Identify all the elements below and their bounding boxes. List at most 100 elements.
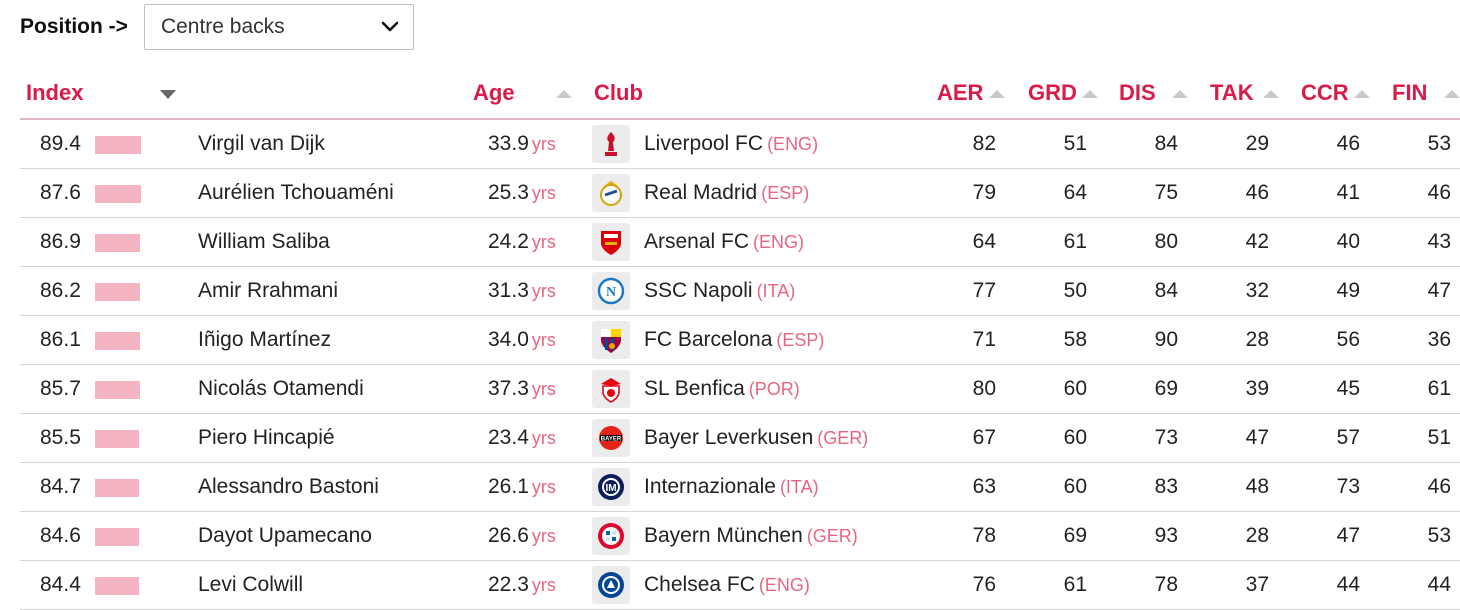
stat-tak: 32 bbox=[1245, 279, 1269, 302]
player-age: 25.3 yrs bbox=[488, 169, 556, 217]
position-filter-label: Position -> bbox=[20, 15, 128, 38]
club-name[interactable]: Liverpool FC (ENG) bbox=[644, 120, 818, 168]
stat-aer: 64 bbox=[972, 230, 996, 253]
index-bar-fill bbox=[95, 234, 141, 252]
club-label: Arsenal FC bbox=[644, 230, 750, 253]
table-row[interactable]: 84.7 Alessandro Bastoni 26.1 yrs IM Internazi… bbox=[20, 463, 1460, 512]
stat-aer: 77 bbox=[972, 279, 996, 302]
svg-text:N: N bbox=[606, 285, 616, 300]
column-header-aer-label: AER bbox=[937, 80, 984, 105]
player-name[interactable]: William Saliba bbox=[198, 230, 330, 253]
column-header-grd-label: GRD bbox=[1028, 80, 1077, 105]
column-header-tak[interactable]: TAK bbox=[1210, 80, 1254, 106]
table-row[interactable]: 85.7 Nicolás Otamendi 37.3 yrs SL Benfica (PO… bbox=[20, 365, 1460, 414]
club-label: Liverpool FC bbox=[644, 132, 764, 155]
player-age: 26.6 yrs bbox=[488, 512, 556, 560]
table-row[interactable]: 84.6 Dayot Upamecano 26.6 yrs Bayern München… bbox=[20, 512, 1460, 561]
club-label: Real Madrid bbox=[644, 181, 758, 204]
column-header-ccr[interactable]: CCR bbox=[1301, 80, 1349, 106]
sort-asc-icon[interactable] bbox=[1263, 90, 1279, 98]
index-bar-fill bbox=[95, 283, 140, 301]
sort-asc-icon[interactable] bbox=[1354, 90, 1370, 98]
column-header-age-label: Age bbox=[473, 80, 515, 105]
club-name[interactable]: FC Barcelona (ESP) bbox=[644, 316, 824, 364]
stat-dis: 80 bbox=[1154, 230, 1178, 253]
player-name[interactable]: Levi Colwill bbox=[198, 573, 304, 596]
club-label: Bayer Leverkusen bbox=[644, 426, 814, 449]
table-row[interactable]: 86.1 Iñigo Martínez 34.0 yrs FC Barcelona (ES… bbox=[20, 316, 1460, 365]
player-name[interactable]: Dayot Upamecano bbox=[198, 524, 372, 547]
column-header-index[interactable]: Index bbox=[26, 80, 83, 106]
index-bar bbox=[95, 577, 147, 595]
club-name[interactable]: Bayer Leverkusen (GER) bbox=[644, 414, 868, 462]
sort-asc-icon[interactable] bbox=[556, 90, 572, 98]
stat-aer: 67 bbox=[972, 426, 996, 449]
stat-dis: 73 bbox=[1154, 426, 1178, 449]
club-country: (ITA) bbox=[779, 476, 819, 497]
player-name[interactable]: Alessandro Bastoni bbox=[198, 475, 379, 498]
stat-ccr: 41 bbox=[1336, 181, 1360, 204]
position-filter: Position -> Centre backs bbox=[20, 2, 414, 52]
stat-tak: 28 bbox=[1245, 524, 1269, 547]
benfica-crest-icon bbox=[592, 370, 630, 408]
club-name[interactable]: Arsenal FC (ENG) bbox=[644, 218, 804, 266]
index-value: 85.7 bbox=[40, 377, 81, 400]
stat-grd: 60 bbox=[1063, 475, 1087, 498]
table-row[interactable]: 86.9 William Saliba 24.2 yrs Arsenal FC (ENG)… bbox=[20, 218, 1460, 267]
club-country: (GER) bbox=[806, 525, 858, 546]
column-header-age[interactable]: Age bbox=[473, 80, 515, 106]
sort-asc-icon[interactable] bbox=[1172, 90, 1188, 98]
position-select[interactable]: Centre backs bbox=[143, 4, 414, 50]
sort-asc-icon[interactable] bbox=[989, 90, 1005, 98]
table-row[interactable]: 89.4 Virgil van Dijk 33.9 yrs Liverpool FC (E… bbox=[20, 120, 1460, 169]
player-name[interactable]: Piero Hincapié bbox=[198, 426, 335, 449]
index-value: 86.2 bbox=[40, 279, 81, 302]
player-name[interactable]: Aurélien Tchouaméni bbox=[198, 181, 394, 204]
sort-asc-icon[interactable] bbox=[1444, 90, 1460, 98]
table-header: Index Age Club AER GRD DIS TAK CCR bbox=[20, 68, 1460, 120]
club-country: (ESP) bbox=[776, 329, 825, 350]
stat-fin: 53 bbox=[1427, 132, 1451, 155]
index-bar-fill bbox=[95, 136, 142, 154]
club-name[interactable]: Internazionale (ITA) bbox=[644, 463, 819, 511]
table-row[interactable]: 87.6 Aurélien Tchouaméni 25.3 yrs Real Madri… bbox=[20, 169, 1460, 218]
table-row[interactable]: 84.4 Levi Colwill 22.3 yrs Chelsea FC (ENG) 76… bbox=[20, 561, 1460, 610]
index-value: 85.5 bbox=[40, 426, 81, 449]
club-name[interactable]: Chelsea FC (ENG) bbox=[644, 561, 810, 609]
player-age: 37.3 yrs bbox=[488, 365, 556, 413]
sort-desc-icon[interactable] bbox=[160, 90, 176, 99]
player-name[interactable]: Nicolás Otamendi bbox=[198, 377, 364, 400]
index-bar bbox=[95, 185, 147, 203]
club-country: (ESP) bbox=[761, 182, 810, 203]
club-name[interactable]: Bayern München (GER) bbox=[644, 512, 858, 560]
table-row[interactable]: 86.2 Amir Rrahmani 31.3 yrs N SSC Napoli (ITA)… bbox=[20, 267, 1460, 316]
sort-asc-icon[interactable] bbox=[1082, 90, 1098, 98]
player-name[interactable]: Virgil van Dijk bbox=[198, 132, 325, 155]
club-name[interactable]: SL Benfica (POR) bbox=[644, 365, 800, 413]
column-header-dis[interactable]: DIS bbox=[1119, 80, 1156, 106]
club-country: (POR) bbox=[748, 378, 800, 399]
column-header-club-label: Club bbox=[594, 80, 643, 105]
age-unit: yrs bbox=[531, 182, 556, 203]
index-value: 84.6 bbox=[40, 524, 81, 547]
club-label: Chelsea FC bbox=[644, 573, 755, 596]
stat-tak: 47 bbox=[1245, 426, 1269, 449]
column-header-fin[interactable]: FIN bbox=[1392, 80, 1427, 106]
column-header-grd[interactable]: GRD bbox=[1028, 80, 1077, 106]
player-name[interactable]: Iñigo Martínez bbox=[198, 328, 332, 351]
chelsea-crest-icon bbox=[592, 566, 630, 604]
player-age: 24.2 yrs bbox=[488, 218, 556, 266]
club-name[interactable]: Real Madrid (ESP) bbox=[644, 169, 809, 217]
stat-ccr: 46 bbox=[1336, 132, 1360, 155]
position-select-value: Centre backs bbox=[160, 15, 285, 38]
index-bar-fill bbox=[95, 528, 139, 546]
column-header-club[interactable]: Club bbox=[594, 80, 643, 106]
table-row[interactable]: 85.5 Piero Hincapié 23.4 yrs BAYER Bayer Leve… bbox=[20, 414, 1460, 463]
club-name[interactable]: SSC Napoli (ITA) bbox=[644, 267, 795, 315]
age-value: 33.9 bbox=[488, 132, 529, 155]
column-header-aer[interactable]: AER bbox=[937, 80, 983, 106]
index-value: 86.9 bbox=[40, 230, 81, 253]
player-name[interactable]: Amir Rrahmani bbox=[198, 279, 339, 302]
age-unit: yrs bbox=[531, 378, 556, 399]
player-age: 22.3 yrs bbox=[488, 561, 556, 609]
